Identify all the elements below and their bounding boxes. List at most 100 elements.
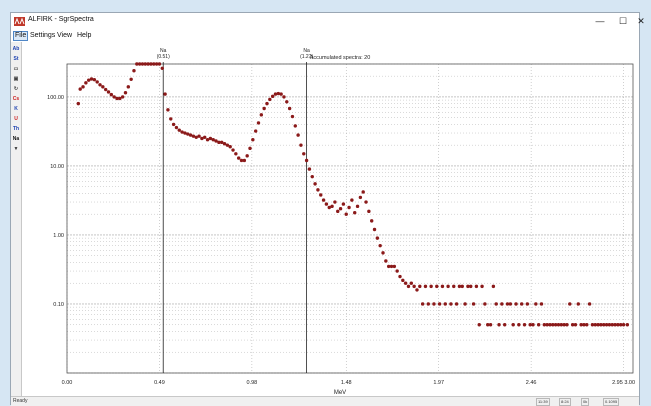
data-point bbox=[135, 62, 139, 66]
data-point bbox=[140, 62, 145, 66]
data-point bbox=[123, 91, 128, 95]
x-tick-label: 1.97 bbox=[433, 380, 444, 386]
data-point bbox=[590, 323, 595, 327]
data-point bbox=[409, 281, 414, 285]
data-point bbox=[76, 101, 81, 106]
save-icon[interactable]: ▣ bbox=[13, 76, 19, 82]
data-point bbox=[350, 198, 354, 202]
data-point bbox=[494, 302, 498, 306]
x-axis-label: MeV bbox=[334, 390, 346, 396]
data-point bbox=[542, 323, 547, 327]
data-point bbox=[599, 323, 603, 327]
close-button[interactable]: ✕ bbox=[637, 16, 645, 26]
data-point bbox=[621, 323, 626, 327]
data-point bbox=[78, 87, 82, 91]
data-point bbox=[503, 323, 507, 327]
data-point bbox=[327, 205, 331, 210]
data-point bbox=[191, 134, 196, 138]
maximize-button[interactable]: ☐ bbox=[618, 16, 628, 26]
data-point bbox=[519, 302, 524, 306]
data-point bbox=[454, 302, 459, 306]
data-point bbox=[146, 62, 150, 66]
refresh-icon[interactable]: ↻ bbox=[13, 86, 19, 92]
data-point bbox=[188, 133, 193, 137]
title-bar[interactable]: ALFIRK - SgrSpectra — ☐ ✕ bbox=[11, 13, 645, 31]
data-point bbox=[593, 323, 597, 327]
data-point bbox=[355, 204, 360, 209]
data-point bbox=[443, 302, 447, 306]
data-point bbox=[282, 95, 286, 99]
u-icon[interactable]: U bbox=[14, 116, 18, 122]
spectrum-chart[interactable]: Accumulated spectra: 20 100.00 10.00 1.00 0.… bbox=[22, 42, 639, 396]
menu-bar: File Settings View Help bbox=[11, 31, 639, 42]
data-point bbox=[197, 134, 201, 138]
data-point bbox=[154, 62, 159, 66]
cs-icon[interactable]: Cs bbox=[12, 96, 20, 102]
na-icon[interactable]: Na bbox=[12, 136, 20, 142]
data-point bbox=[132, 68, 136, 73]
filter-icon[interactable]: ▼ bbox=[13, 146, 19, 152]
ruler-icon[interactable]: Ab bbox=[12, 46, 20, 52]
menu-view[interactable]: View bbox=[57, 32, 73, 39]
data-point bbox=[186, 132, 190, 136]
data-point bbox=[415, 288, 419, 292]
menu-file[interactable]: File bbox=[13, 31, 29, 41]
data-point bbox=[420, 302, 425, 306]
data-point bbox=[604, 323, 609, 327]
menu-help[interactable]: Help bbox=[77, 32, 92, 39]
marker-value: (0.51) bbox=[157, 54, 170, 60]
data-point bbox=[81, 85, 85, 89]
data-point bbox=[126, 85, 131, 89]
data-point bbox=[299, 143, 303, 147]
spectrum-plot[interactable]: Accumulated spectra: 20 100.00 10.00 1.00 0.… bbox=[22, 42, 639, 396]
chart-title: Accumulated spectra: 20 bbox=[310, 55, 371, 61]
data-point bbox=[177, 128, 181, 132]
open-icon[interactable]: ▭ bbox=[13, 66, 19, 72]
data-point bbox=[163, 92, 167, 96]
data-point bbox=[449, 302, 453, 306]
data-point bbox=[556, 323, 561, 327]
data-point bbox=[129, 77, 133, 82]
data-point bbox=[364, 200, 368, 204]
data-point bbox=[432, 302, 436, 306]
data-point bbox=[528, 323, 532, 327]
data-point bbox=[290, 114, 295, 119]
data-point bbox=[344, 212, 348, 216]
data-point bbox=[248, 146, 252, 151]
data-point bbox=[412, 284, 416, 289]
menu-settings[interactable]: Settings bbox=[30, 32, 56, 39]
data-point bbox=[381, 251, 385, 255]
k-icon[interactable]: K bbox=[14, 106, 18, 112]
data-point bbox=[316, 188, 320, 192]
ruler-icon-2[interactable]: St bbox=[13, 56, 19, 62]
data-point bbox=[477, 323, 481, 327]
minimize-button[interactable]: — bbox=[595, 16, 605, 26]
data-point bbox=[607, 323, 612, 327]
data-point bbox=[296, 133, 300, 137]
data-point bbox=[508, 302, 513, 306]
data-point bbox=[423, 284, 428, 289]
data-point bbox=[469, 284, 473, 289]
th-icon[interactable]: Th bbox=[12, 126, 20, 132]
data-point bbox=[268, 97, 272, 102]
data-point bbox=[330, 204, 334, 209]
app-logo-icon bbox=[14, 17, 25, 26]
data-point bbox=[273, 92, 278, 96]
data-point bbox=[143, 62, 147, 66]
data-point bbox=[579, 323, 583, 327]
data-point bbox=[361, 190, 365, 194]
data-point bbox=[183, 131, 187, 135]
data-point bbox=[474, 284, 479, 289]
data-point bbox=[115, 96, 119, 101]
data-point bbox=[517, 323, 521, 327]
data-point bbox=[262, 106, 266, 111]
data-point bbox=[313, 182, 317, 186]
data-point bbox=[553, 323, 558, 327]
data-point bbox=[539, 302, 544, 306]
status-text: Ready bbox=[13, 398, 28, 404]
data-point bbox=[585, 323, 589, 327]
x-tick-label: 0.98 bbox=[247, 380, 258, 386]
data-point bbox=[435, 284, 439, 289]
data-point bbox=[101, 85, 105, 89]
data-point bbox=[321, 198, 326, 202]
